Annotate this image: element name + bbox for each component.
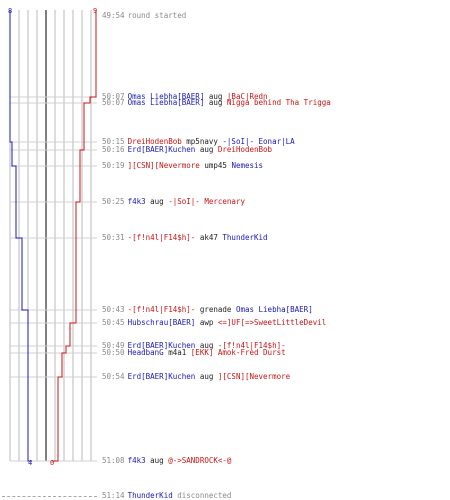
event-time: 50:43 (102, 305, 125, 314)
event-row: 50:16 Erd[BAER]Kuchen aug DreiHodenBob (102, 145, 272, 154)
event-row: 51:08 f4k3 aug @->SANDROCK<-@ (102, 456, 231, 465)
event-part: |BaC|Redn (226, 92, 268, 101)
event-row: 50:49 Erd[BAER]Kuchen aug -[f!n4l|F14$h]- (102, 341, 286, 350)
event-row: 50:15 DreiHodenBob mp5navy -|SoI|- Eonar|… (102, 137, 295, 146)
event-part: mp5navy (181, 137, 223, 146)
event-part: -[f!n4l|F14$h]- (217, 341, 286, 350)
event-part: disconnected (172, 491, 232, 500)
red-start-count: 9 (93, 7, 98, 15)
event-row: 50:50 HeadbanG m4a1 [EKK] Amok-Fred Durst (102, 348, 286, 357)
event-part: Erd[BAER]Kuchen (127, 145, 196, 154)
event-time: 50:25 (102, 197, 125, 206)
event-part: Erd[BAER]Kuchen (127, 372, 196, 381)
event-part: -[f!n4l|F14$h]- (127, 233, 196, 242)
event-part: ak47 (195, 233, 223, 242)
event-part: Omas Liebha[BAER] (127, 98, 205, 107)
event-part: <=]UF[=>SweetLittleDevil (217, 318, 327, 327)
event-part: [EKK] Amok-Fred Durst (190, 348, 286, 357)
event-row: 50:45 Hubschrau[BAER] awp <=]UF[=>SweetLi… (102, 318, 326, 327)
event-time: 51:08 (102, 456, 125, 465)
event-part: ThunderKid (222, 233, 268, 242)
event-ticks (10, 96, 97, 462)
event-row: 51:14 ThunderKid disconnected (102, 491, 231, 500)
event-part: awp (195, 318, 218, 327)
event-part: aug (195, 341, 218, 350)
disconnect-divider (2, 496, 97, 497)
event-part: aug (145, 456, 169, 465)
event-part: @->SANDROCK<-@ (168, 456, 232, 465)
event-part: ][CSN][Nevermore (127, 161, 200, 170)
event-part: aug (195, 372, 218, 381)
event-part: Nigga behind Tha Trigga (226, 98, 331, 107)
event-part: round started (127, 11, 187, 20)
event-row: 50:25 f4k3 aug -|SoI|- Mercenary (102, 197, 245, 206)
event-part: aug (204, 98, 227, 107)
event-time: 49:54 (102, 11, 125, 20)
event-row: 50:07 Omas Liebha[BAER] aug Nigga behind … (102, 98, 331, 107)
event-time: 50:54 (102, 372, 125, 381)
event-part: ump45 (199, 161, 232, 170)
event-part: ][CSN][Nevermore (217, 372, 291, 381)
event-time: 50:07 (102, 98, 125, 107)
event-time: 50:31 (102, 233, 125, 242)
event-part: ThunderKid (127, 491, 173, 500)
event-time: 50:49 (102, 341, 125, 350)
event-part: HeadbanG (127, 348, 164, 357)
event-row: 50:07 Omas Liebha[BAER] aug |BaC|Redn (102, 92, 268, 101)
event-part: f4k3 (127, 456, 146, 465)
event-time: 50:15 (102, 137, 125, 146)
event-part: DreiHodenBob (217, 145, 273, 154)
event-part: DreiHodenBob (127, 137, 182, 146)
event-time: 50:50 (102, 348, 125, 357)
event-row: 50:54 Erd[BAER]Kuchen aug ][CSN][Nevermor… (102, 372, 290, 381)
event-time: 51:14 (102, 491, 125, 500)
event-row: 50:19][CSN][Nevermore ump45 Nemesis (102, 161, 263, 170)
event-part: -|SoI|- Mercenary (168, 197, 245, 206)
event-time: 50:07 (102, 92, 125, 101)
event-part: Erd[BAER]Kuchen (127, 341, 196, 350)
event-part: aug (204, 92, 227, 101)
event-part: Omas Liebha[BAER] (127, 92, 205, 101)
event-row: 49:54 round started (102, 11, 186, 20)
event-time: 50:45 (102, 318, 125, 327)
event-part: Hubschrau[BAER] (127, 318, 196, 327)
event-row: 50:43 -[f!n4l|F14$h]- grenade Omas Liebha… (102, 305, 313, 314)
red-team-alive-line (52, 10, 97, 462)
event-time: 50:16 (102, 145, 125, 154)
event-part: aug (145, 197, 169, 206)
blue-team-alive-line (9, 10, 32, 462)
event-part: grenade (195, 305, 236, 314)
event-part: Omas Liebha[BAER] (235, 305, 313, 314)
chart-grid (9, 10, 92, 461)
event-time: 50:19 (102, 161, 125, 170)
event-part: Nemesis (231, 161, 264, 170)
event-part: aug (195, 145, 218, 154)
event-part: -|SoI|- Eonar|LA (222, 137, 295, 146)
blue-end-count: 4 (28, 459, 33, 467)
red-end-count: 0 (50, 459, 55, 467)
event-part: -[f!n4l|F14$h]- (127, 305, 196, 314)
event-part: m4a1 (163, 348, 191, 357)
event-part: f4k3 (127, 197, 146, 206)
event-row: 50:31 -[f!n4l|F14$h]- ak47 ThunderKid (102, 233, 268, 242)
blue-start-count: 8 (8, 7, 13, 15)
